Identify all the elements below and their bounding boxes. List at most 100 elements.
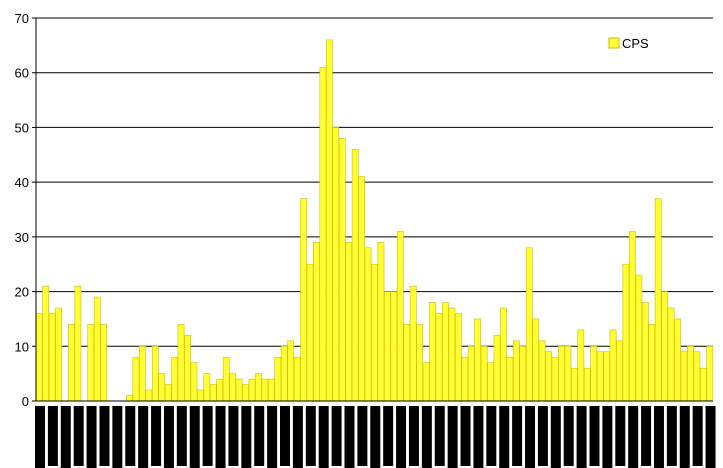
bar [177,324,185,402]
y-tick-label: 20 [15,285,29,300]
bar [654,198,662,402]
bar [403,324,411,402]
bar [480,345,488,402]
bar [435,313,443,402]
bar [190,362,198,402]
bar [687,345,694,402]
bar [42,285,50,402]
x-tick-label-redacted [215,406,226,468]
x-tick-label-redacted [434,406,445,466]
x-axis-category-labels [35,406,716,468]
bar [674,318,681,402]
bar [319,66,327,402]
bar [635,274,643,402]
bar [519,345,527,402]
bar [448,307,456,402]
x-tick-label-redacted [473,406,484,468]
bar [616,340,623,402]
x-tick-label-redacted [86,406,97,468]
bar [338,138,346,402]
bar [467,345,475,402]
x-tick-label-redacted [47,406,58,466]
x-tick-label-redacted [602,406,613,468]
x-tick-label-redacted [653,406,664,468]
bar [706,345,714,402]
x-tick-label-redacted [73,406,84,466]
bar [209,384,217,402]
x-tick-label-redacted [705,406,716,468]
x-tick-label-redacted [357,406,368,466]
x-tick-label-redacted [60,406,71,468]
x-tick-label-redacted [421,406,432,468]
bar [345,242,353,402]
bar [126,395,133,402]
y-tick-label: 70 [15,11,29,26]
bar [622,263,630,402]
x-tick-label-redacted [576,406,587,468]
bar [596,351,604,402]
x-tick-label-redacted [666,406,677,466]
y-tick-label: 40 [15,175,29,190]
bar [184,335,191,402]
bar [377,242,385,402]
x-tick-label-redacted [331,406,342,466]
bar [280,345,288,402]
bar [145,389,153,402]
x-tick-label-redacted [318,406,329,468]
x-tick-label-redacted [176,406,187,466]
bar [87,324,95,402]
x-tick-label-redacted [151,406,162,466]
x-tick-label-redacted [512,406,523,466]
bar [197,389,204,402]
bar [416,324,424,402]
x-tick-label-redacted [615,406,626,466]
bar [693,351,701,402]
bar-series-cps [35,39,714,402]
x-tick-label-redacted [525,406,536,468]
bar [100,324,108,402]
bar [364,247,372,402]
x-tick-label-redacted [138,406,149,468]
bar [300,198,307,402]
bar [351,149,359,402]
bar [203,373,211,402]
bar [229,373,237,402]
x-tick-label-redacted [125,406,136,466]
bar [551,356,559,402]
bar [409,285,417,402]
bar [158,373,166,402]
x-tick-label-redacted [408,406,419,466]
y-tick-label: 60 [15,66,29,81]
x-tick-label-redacted [35,406,45,468]
x-tick-label-redacted [460,406,471,466]
bar [603,351,610,402]
bar [422,362,430,402]
bar [699,367,707,402]
bar [474,318,482,402]
x-tick-label-redacted [486,406,497,466]
bar [332,127,340,402]
bar [48,313,56,402]
bar [571,367,578,402]
bar [313,242,320,402]
bar [242,384,249,402]
bar [461,356,469,402]
y-axis-ticks: 0 10 20 30 40 50 60 70 [15,11,36,409]
bar [248,378,256,402]
bar [293,356,301,402]
bar [487,362,494,402]
x-tick-label-redacted [292,406,303,468]
y-tick-label: 50 [15,120,29,135]
bar [371,263,378,402]
bar [287,340,295,402]
legend-swatch-cps [608,37,620,49]
bar [384,291,391,402]
x-tick-label-redacted [589,406,600,466]
x-tick-label-redacted [370,406,381,468]
bar [396,231,404,402]
bar [583,367,591,402]
bar [429,302,436,402]
bar [500,307,507,402]
bar [235,378,243,402]
